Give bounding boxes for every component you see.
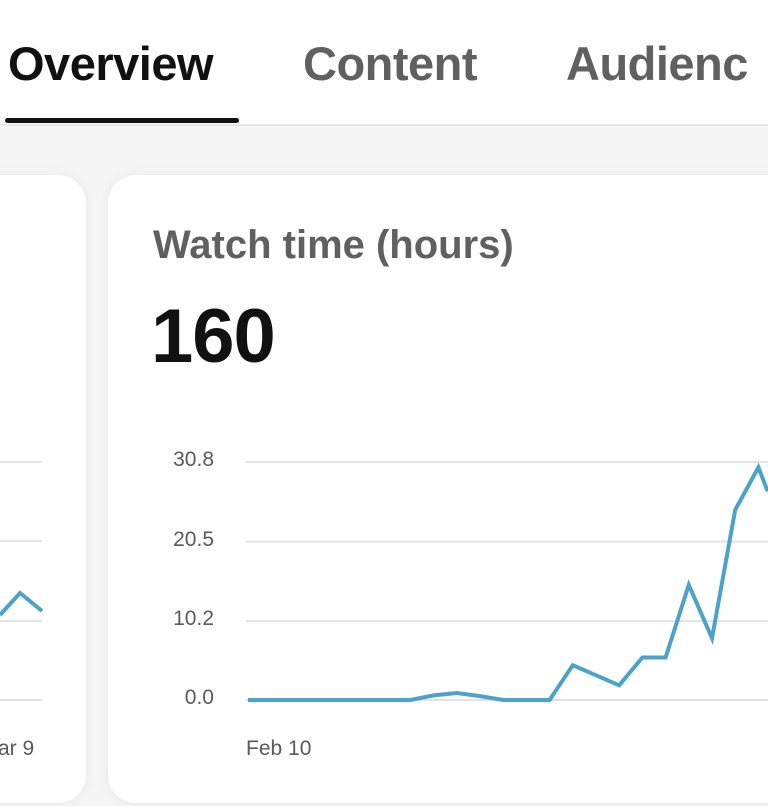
tab-audience[interactable]: Audienc bbox=[566, 37, 748, 90]
tab-content[interactable]: Content bbox=[303, 37, 478, 90]
y-axis-tick-label: 10.2 bbox=[173, 607, 214, 631]
y-axis-tick-label: 30.8 bbox=[173, 448, 214, 471]
watch-time-total: 160 bbox=[151, 294, 276, 379]
watch-time-line bbox=[248, 462, 768, 702]
tab-bar: Overview Content Audienc bbox=[0, 0, 768, 126]
tab-overview[interactable]: Overview bbox=[8, 37, 214, 90]
previous-chart-x-label: ar 9 bbox=[0, 737, 35, 760]
previous-metric-card[interactable] bbox=[0, 175, 86, 803]
watch-time-card[interactable]: Watch time (hours) 160 bbox=[108, 175, 768, 803]
tab-divider bbox=[0, 124, 768, 126]
chart-gridlines bbox=[246, 461, 768, 701]
card-title: Watch time (hours) bbox=[153, 223, 514, 267]
y-axis-tick-label: 20.5 bbox=[173, 527, 214, 551]
y-axis-tick-label: 0.0 bbox=[184, 686, 214, 709]
x-axis-start-label: Feb 10 bbox=[246, 737, 312, 760]
previous-chart-gridlines bbox=[0, 461, 42, 701]
active-tab-indicator bbox=[5, 118, 239, 123]
previous-chart-line bbox=[0, 590, 44, 617]
